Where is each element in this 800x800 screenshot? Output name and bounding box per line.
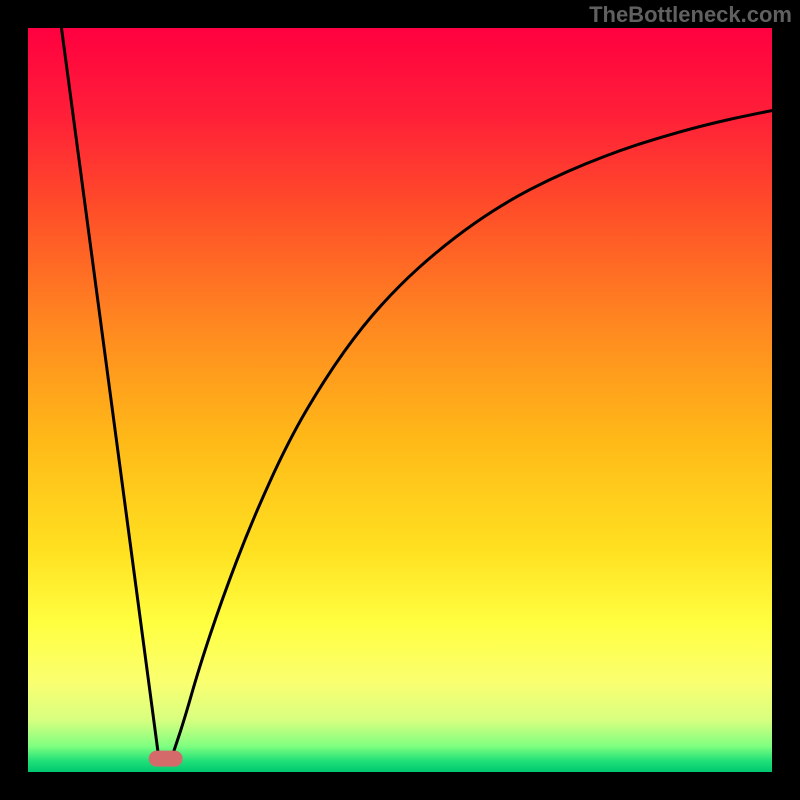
chart-container: TheBottleneck.com — [0, 0, 800, 800]
watermark-text: TheBottleneck.com — [589, 2, 792, 28]
optimal-point-marker — [149, 751, 183, 767]
bottleneck-chart — [0, 0, 800, 800]
gradient-background — [28, 28, 772, 772]
